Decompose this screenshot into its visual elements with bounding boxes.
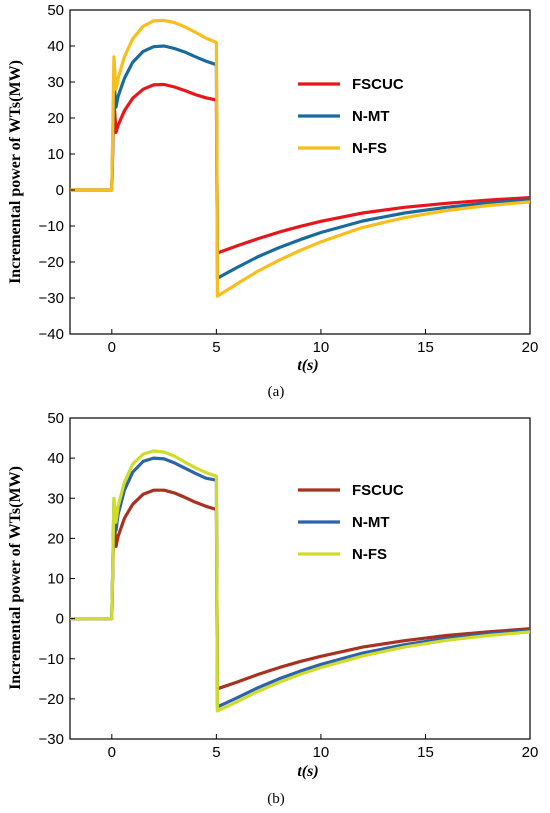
series-line-n-mt xyxy=(70,456,531,709)
series-line-n-mt xyxy=(70,44,531,280)
y-axis-label: Incremental power of WTs(MW) xyxy=(7,60,24,284)
ticks-layer: 0 5 10 15 20 −40 −30 −20 −10 0 10 20 30 40 50 xyxy=(39,2,539,356)
y-tick-label: 50 xyxy=(47,2,64,19)
y-tick-label: 40 xyxy=(47,450,64,467)
x-tick-label: 5 xyxy=(212,339,220,356)
legend-label: N-MT xyxy=(352,514,390,531)
x-tick-label: 0 xyxy=(108,744,116,761)
x-axis-label: t(s) xyxy=(297,357,318,374)
y-tick-label: 20 xyxy=(47,530,64,547)
y-tick-label: −30 xyxy=(39,290,64,307)
y-tick-label: 0 xyxy=(56,182,64,199)
y-tick-label: −20 xyxy=(39,691,64,708)
series-layer xyxy=(70,449,531,713)
x-tick-label: 5 xyxy=(212,744,220,761)
plot-frame xyxy=(69,9,531,335)
y-tick-label: −10 xyxy=(39,651,64,668)
y-axis-label: Incremental power of WTs(MW) xyxy=(7,466,24,690)
legend-label: N-FS xyxy=(352,140,387,157)
x-tick-label: 20 xyxy=(522,339,539,356)
y-tick-label: 30 xyxy=(47,490,64,507)
legend-label: N-FS xyxy=(352,546,387,563)
y-tick-label: 10 xyxy=(47,571,64,588)
y-tick-label: −20 xyxy=(39,254,64,271)
x-tick-label: 15 xyxy=(417,744,434,761)
y-tick-label: 50 xyxy=(47,410,64,427)
y-tick-label: 30 xyxy=(47,74,64,91)
legend-label: N-MT xyxy=(352,108,390,125)
y-tick-label: −10 xyxy=(39,218,64,235)
x-tick-label: 20 xyxy=(522,744,539,761)
legend: FSCUC N-MT N-FS xyxy=(298,482,404,563)
series-line-n-fs xyxy=(70,449,531,713)
series-line-fscuc xyxy=(70,82,531,255)
chart-a: 0 5 10 15 20 −40 −30 −20 −10 0 10 20 30 40 50 FSCUC N-M… xyxy=(7,2,538,400)
series-line-n-fs xyxy=(70,18,531,298)
x-tick-label: 15 xyxy=(417,339,434,356)
x-axis-label: t(s) xyxy=(297,763,318,780)
legend-label: FSCUC xyxy=(352,482,404,499)
legend: FSCUC N-MT N-FS xyxy=(298,76,404,157)
ticks-layer: 0 5 10 15 20 −30 −20 −10 0 10 20 30 40 50 xyxy=(39,410,539,761)
x-tick-label: 10 xyxy=(313,744,330,761)
x-tick-label: 10 xyxy=(313,339,330,356)
y-tick-label: 0 xyxy=(56,611,64,628)
chart-b: 0 5 10 15 20 −30 −20 −10 0 10 20 30 40 50 FSCUC N-MT N-… xyxy=(7,410,538,807)
legend-label: FSCUC xyxy=(352,76,404,93)
y-tick-label: −30 xyxy=(39,731,64,748)
series-line-fscuc xyxy=(70,488,531,691)
y-tick-label: 20 xyxy=(47,110,64,127)
x-tick-label: 0 xyxy=(108,339,116,356)
caption-a: (a) xyxy=(268,384,285,400)
series-layer xyxy=(70,18,531,298)
y-tick-label: 40 xyxy=(47,38,64,55)
caption-b: (b) xyxy=(267,791,285,807)
y-tick-label: −40 xyxy=(39,326,64,343)
y-tick-label: 10 xyxy=(47,146,64,163)
